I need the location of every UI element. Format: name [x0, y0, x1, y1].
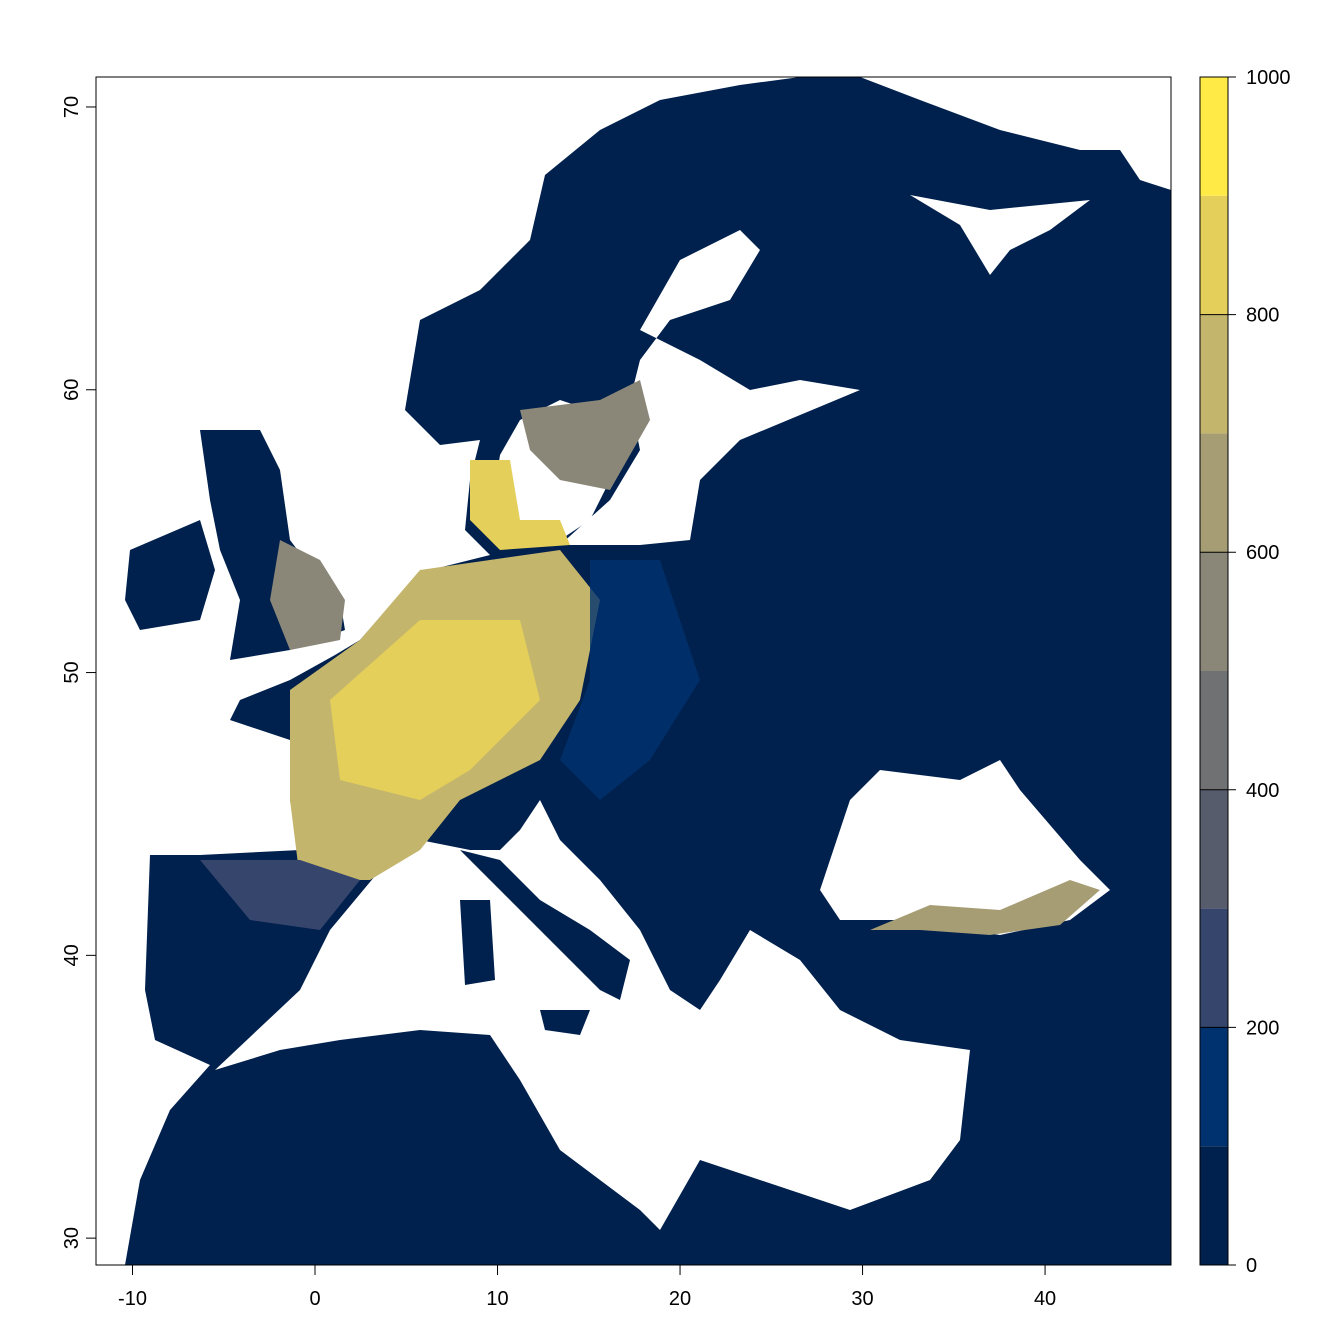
sea [215, 800, 970, 1230]
sea [96, 77, 800, 1265]
colorbar-tick-label: 800 [1246, 305, 1279, 327]
land [540, 1010, 590, 1035]
sea [860, 77, 1171, 190]
colorbar-bin [1200, 1027, 1228, 1147]
y-tick-label: 50 [61, 661, 83, 683]
x-tick-label: -10 [118, 1288, 147, 1310]
y-tick-label: 40 [61, 944, 83, 966]
colorbar-tick-label: 600 [1246, 542, 1279, 564]
colorbar-bin [1200, 552, 1228, 671]
region [870, 880, 1100, 935]
colorbar-bin [1200, 671, 1228, 790]
colorbar-tick-label: 0 [1246, 1255, 1257, 1277]
region [270, 540, 345, 650]
colorbar-tick-label: 400 [1246, 780, 1279, 802]
colorbar-bin [1200, 908, 1228, 1028]
colorbar-tick-label: 1000 [1246, 67, 1291, 89]
region [520, 380, 650, 490]
y-tick-label: 60 [61, 379, 83, 401]
map [96, 77, 1171, 1265]
colorbar-bin [1200, 1146, 1228, 1265]
y-tick-label: 30 [61, 1227, 83, 1249]
sea [820, 760, 1110, 935]
y-tick-label: 70 [61, 96, 83, 118]
colorbar-bin [1200, 77, 1228, 196]
x-tick-label: 10 [486, 1288, 508, 1310]
x-tick-label: 30 [851, 1288, 873, 1310]
region [470, 460, 570, 550]
land [460, 900, 495, 985]
land [125, 520, 215, 630]
x-tick-label: 20 [669, 1288, 691, 1310]
region [330, 620, 540, 800]
colorbar-tick-label: 200 [1246, 1017, 1279, 1039]
x-tick-label: 40 [1034, 1288, 1056, 1310]
sea [910, 195, 1090, 275]
colorbar-bin [1200, 195, 1228, 315]
region [200, 860, 360, 930]
plot-frame [95, 76, 1172, 1266]
land [460, 850, 630, 1000]
sea [560, 230, 860, 545]
region [560, 560, 700, 800]
colorbar-bin [1200, 433, 1228, 553]
colorbar-bin [1200, 314, 1228, 434]
x-tick-label: 0 [309, 1288, 320, 1310]
colorbar-bin [1200, 789, 1228, 909]
